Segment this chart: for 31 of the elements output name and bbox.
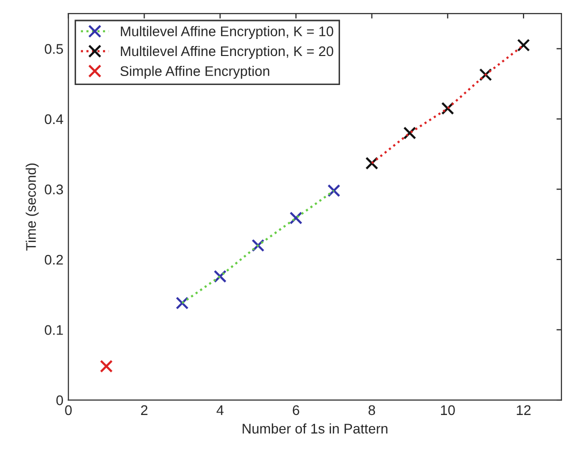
x-tick-label: 10 — [441, 405, 455, 416]
y-tick-label: 0.2 — [44, 254, 63, 265]
point — [252, 239, 264, 252]
point — [327, 184, 340, 198]
x-axis-title: Number of 1s in Pattern — [242, 423, 388, 434]
point — [441, 102, 454, 115]
point — [517, 38, 530, 52]
x-tick-label: 8 — [368, 405, 376, 416]
x-tick-label: 6 — [292, 405, 300, 416]
y-tick-label: 0.3 — [44, 184, 63, 194]
legend-label: Multilevel Affine Encryption, K = 20 — [120, 46, 334, 59]
point — [100, 360, 113, 373]
point — [365, 156, 378, 170]
y-tick-label: 0.5 — [44, 44, 63, 54]
point — [403, 126, 416, 140]
legend-label: Multilevel Affine Encryption, K = 10 — [120, 26, 334, 40]
x-tick-label: 12 — [516, 405, 531, 415]
point — [214, 270, 227, 283]
x-tick-label: 4 — [216, 405, 224, 415]
line-series — [181, 190, 335, 304]
legend-label: Simple Affine Encryption — [120, 66, 270, 79]
point — [176, 296, 189, 310]
y-tick-label: 0.4 — [44, 114, 64, 124]
x-tick-label: 0 — [65, 405, 72, 416]
y-tick-label: 0 — [56, 395, 63, 406]
x-tick-label: 2 — [141, 405, 148, 415]
point — [290, 212, 302, 224]
y-tick-label: 0.1 — [44, 325, 63, 335]
point — [479, 68, 492, 82]
y-axis-title: Time (second) — [26, 164, 39, 251]
line-series — [370, 44, 525, 164]
